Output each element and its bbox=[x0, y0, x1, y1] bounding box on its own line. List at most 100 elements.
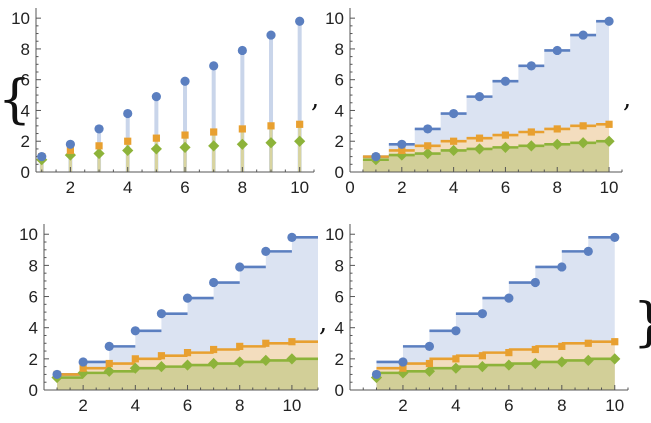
x-tick-label: 4 bbox=[449, 178, 458, 197]
series-3-point-7 bbox=[525, 140, 537, 152]
x-tick-label: 8 bbox=[557, 396, 566, 415]
series-2-point-6 bbox=[183, 349, 192, 357]
series-3-point-7 bbox=[208, 140, 220, 152]
series-1-point-6 bbox=[500, 76, 511, 86]
series-1-point-7 bbox=[530, 277, 540, 288]
series-2-point-7 bbox=[531, 345, 539, 354]
series-1-point-9 bbox=[266, 30, 276, 40]
series-1-point-10 bbox=[295, 16, 305, 26]
series-2-point-9 bbox=[262, 339, 270, 347]
series-3-point-6 bbox=[181, 359, 194, 371]
series-2-point-9 bbox=[584, 339, 592, 347]
series-1-point-9 bbox=[583, 246, 593, 256]
series-2-point-8 bbox=[236, 342, 244, 350]
x-tick-label: 4 bbox=[123, 178, 132, 197]
x-tick-label: 4 bbox=[131, 396, 140, 415]
series-3-point-6 bbox=[179, 141, 191, 153]
series-2-point-8 bbox=[558, 342, 566, 350]
series-2-point-7 bbox=[210, 345, 218, 354]
series-1-point-3 bbox=[94, 124, 104, 134]
series-3-area bbox=[362, 141, 610, 172]
series-2-point-2 bbox=[399, 364, 407, 372]
series-2-point-4 bbox=[124, 137, 132, 145]
series-1-point-6 bbox=[182, 293, 193, 303]
y-tick-label: 4 bbox=[335, 101, 344, 120]
y-tick-label: 0 bbox=[335, 163, 344, 182]
y-tick-label: 6 bbox=[335, 288, 344, 307]
y-tick-label: 8 bbox=[335, 256, 344, 275]
series-3-point-8 bbox=[556, 356, 568, 368]
series-3-point-4 bbox=[448, 144, 460, 157]
x-tick-label: 10 bbox=[600, 178, 619, 197]
series-2-point-5 bbox=[475, 134, 484, 142]
series-1-point-4 bbox=[451, 326, 461, 336]
series-2-point-10 bbox=[611, 338, 619, 346]
y-tick-label: 4 bbox=[335, 319, 344, 338]
series-2-point-3 bbox=[425, 359, 434, 368]
step-area-chart-left: 2 4 6 8 10 0 2 4 6 8 10 bbox=[325, 224, 629, 415]
series-2-point-3 bbox=[105, 359, 113, 368]
x-tick-label: 4 bbox=[451, 396, 460, 415]
separator-comma-3: , bbox=[319, 308, 327, 338]
series-1-point-3 bbox=[104, 341, 114, 351]
series-3-point-3 bbox=[93, 147, 105, 160]
x-tick-label: 2 bbox=[78, 396, 87, 415]
series-3-point-10 bbox=[294, 135, 306, 147]
series-2-point-7 bbox=[210, 128, 218, 136]
x-tick-label: 2 bbox=[66, 178, 75, 197]
series-2-point-10 bbox=[296, 120, 304, 128]
series-2-point-6 bbox=[505, 349, 513, 357]
y-tick-label: 6 bbox=[29, 288, 38, 307]
series-2-point-10 bbox=[605, 120, 613, 128]
x-tick-label: 6 bbox=[183, 396, 192, 415]
series-2-point-6 bbox=[501, 131, 510, 139]
y-tick-label: 0 bbox=[21, 163, 30, 182]
series-2-point-4 bbox=[450, 137, 458, 145]
y-tick-label: 2 bbox=[29, 350, 38, 369]
y-tick-label: 2 bbox=[335, 350, 344, 369]
series-2-point-5 bbox=[157, 352, 166, 360]
y-tick-label: 10 bbox=[325, 225, 344, 244]
step-area-chart-right: 2 4 6 8 10 0 2 4 6 8 10 bbox=[19, 224, 319, 415]
series-1-point-2 bbox=[78, 357, 88, 367]
series-1-point-5 bbox=[477, 309, 487, 319]
series-1-point-1 bbox=[371, 369, 382, 380]
x-tick-label: 8 bbox=[238, 178, 247, 197]
series-3-point-9 bbox=[265, 137, 277, 149]
series-1-point-4 bbox=[123, 108, 133, 119]
x-tick-label: 6 bbox=[501, 178, 510, 197]
series-3-point-5 bbox=[155, 361, 168, 373]
x-tick-label: 8 bbox=[553, 178, 562, 197]
series-1-point-5 bbox=[474, 92, 485, 102]
series-1-point-8 bbox=[557, 262, 567, 272]
series-3-point-7 bbox=[208, 357, 220, 370]
x-tick-label: 8 bbox=[235, 396, 244, 415]
series-1-point-5 bbox=[156, 309, 167, 319]
series-2-point-5 bbox=[152, 134, 160, 142]
series-3-point-6 bbox=[503, 359, 515, 371]
series-1-point-3 bbox=[424, 341, 435, 351]
y-tick-label: 8 bbox=[21, 40, 30, 59]
y-tick-label: 0 bbox=[29, 381, 38, 400]
series-3-point-4 bbox=[129, 362, 141, 374]
x-tick-label: 10 bbox=[290, 178, 309, 197]
series-1-point-10 bbox=[604, 16, 614, 26]
series-3-area bbox=[376, 358, 615, 390]
series-3-point-3 bbox=[103, 365, 115, 377]
y-tick-label: 2 bbox=[335, 132, 344, 151]
series-1-point-8 bbox=[235, 262, 245, 272]
series-3-point-10 bbox=[286, 353, 298, 365]
series-3-point-10 bbox=[609, 353, 621, 365]
series-1-point-1 bbox=[371, 152, 381, 162]
series-2-point-2 bbox=[66, 146, 74, 155]
series-3-area bbox=[57, 358, 319, 390]
series-3-point-5 bbox=[476, 361, 488, 373]
series-1-point-3 bbox=[423, 124, 433, 134]
y-tick-label: 2 bbox=[21, 132, 30, 151]
y-tick-label: 10 bbox=[11, 9, 30, 28]
series-3-point-8 bbox=[236, 138, 248, 150]
series-3-point-8 bbox=[551, 138, 563, 150]
series-2-point-5 bbox=[478, 352, 486, 360]
stem-chart: 2 4 6 8 10 0 2 4 6 8 10 bbox=[11, 8, 315, 197]
